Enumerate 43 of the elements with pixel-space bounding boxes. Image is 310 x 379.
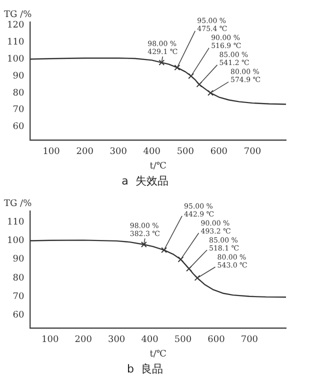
point [186, 266, 192, 272]
x-tick-label: 200 [76, 146, 94, 157]
x-tick-label: 700 [244, 146, 262, 157]
y-tick-label: 110 [6, 218, 24, 228]
x-tick-label: 200 [74, 334, 92, 345]
y-tick-label: 100 [6, 236, 24, 246]
y-tick-label: 120 [6, 20, 24, 31]
point [194, 274, 200, 281]
x-tick-label: 400 [143, 146, 161, 157]
text: b 良品 [127, 362, 163, 376]
point [208, 90, 214, 96]
x-tick-label: 600 [208, 334, 226, 345]
point [161, 247, 168, 254]
x-tick-label: 400 [141, 334, 159, 345]
point [178, 256, 184, 262]
y-tick-label: 110 [6, 38, 24, 48]
point [174, 64, 180, 71]
x-tick-label: 700 [240, 334, 258, 345]
y-tick-label: 70 [12, 105, 24, 116]
y-axis-title: TG /% [4, 10, 32, 20]
point [188, 73, 194, 80]
x-tick-label: 500 [176, 146, 194, 157]
y-tick-label: 80 [12, 273, 24, 284]
point [158, 60, 165, 66]
y-tick-label: 80 [12, 88, 24, 98]
y-tick-label: 70 [12, 292, 24, 302]
y-axis-title: TG /% [4, 198, 32, 209]
y-tick-label: 60 [12, 122, 24, 132]
y-tick-label: 90 [12, 254, 24, 265]
x-tick-label: 300 [108, 334, 126, 345]
x-tick-label: 100 [42, 334, 59, 345]
y-tick-label: 60 [12, 310, 24, 321]
x-tick-label: 500 [174, 334, 192, 345]
x-tick-label: 300 [110, 146, 128, 157]
point [196, 82, 202, 88]
x-tick-label: 600 [210, 146, 228, 157]
x-axis-title: t/℃ [150, 350, 166, 360]
x-axis-title: t/℃ [150, 162, 166, 172]
text: a 失效品 [122, 174, 168, 188]
y-tick-label: 90 [12, 71, 24, 82]
x-tick-label: 100 [42, 146, 60, 157]
point [140, 242, 147, 248]
y-tick-label: 100 [6, 54, 24, 64]
